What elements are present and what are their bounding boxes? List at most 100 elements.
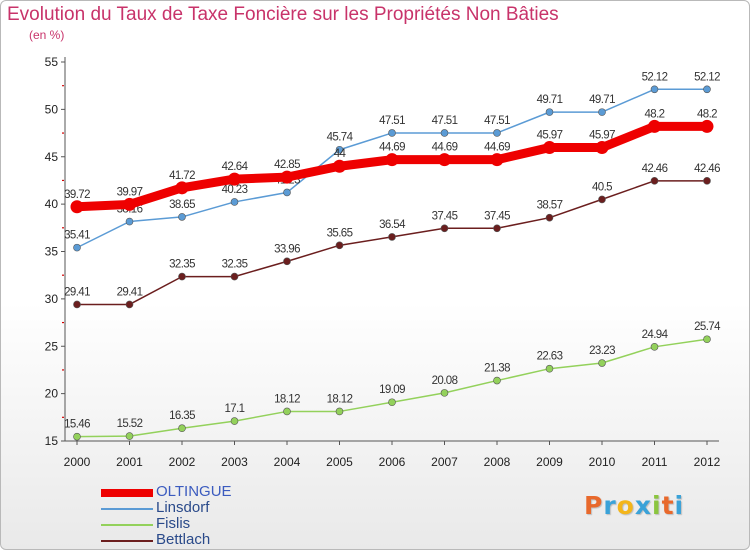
x-tick-label: 2003 xyxy=(221,455,248,469)
data-point xyxy=(440,389,449,397)
data-label: 44 xyxy=(334,148,347,160)
x-tick-label: 2000 xyxy=(64,455,91,469)
data-label: 19.09 xyxy=(379,384,405,396)
data-label: 45.74 xyxy=(327,132,354,144)
data-point xyxy=(598,108,606,116)
x-tick-label: 2005 xyxy=(326,455,353,469)
data-label: 29.41 xyxy=(117,286,143,298)
data-label: 47.51 xyxy=(432,115,458,127)
y-tick-label: 55 xyxy=(45,55,59,69)
data-label: 41.72 xyxy=(169,170,195,182)
data-point xyxy=(283,407,291,416)
logo-letter: i xyxy=(652,491,662,520)
data-label: 42.64 xyxy=(222,161,249,173)
logo-letter: P xyxy=(584,491,604,520)
data-point xyxy=(650,85,659,94)
legend-swatch xyxy=(101,489,153,497)
data-label: 49.71 xyxy=(537,94,563,106)
x-tick-label: 2002 xyxy=(169,455,196,469)
data-label: 42.46 xyxy=(642,163,668,175)
data-label: 22.63 xyxy=(537,351,563,363)
data-point xyxy=(388,129,396,137)
legend-label: Bettlach xyxy=(156,531,211,548)
data-label: 20.08 xyxy=(432,375,458,387)
data-point xyxy=(388,233,396,241)
logo-letter: t xyxy=(661,491,675,520)
data-point xyxy=(493,224,501,233)
data-point xyxy=(650,177,659,185)
data-point xyxy=(125,432,134,440)
x-tick-label: 2009 xyxy=(536,455,563,469)
data-point xyxy=(70,200,84,214)
y-tick-label: 50 xyxy=(45,102,59,116)
logo-letter: r xyxy=(603,491,617,520)
y-tick-label: 15 xyxy=(45,434,59,448)
data-label: 44.69 xyxy=(484,142,510,154)
data-point xyxy=(440,129,449,137)
x-tick-label: 2011 xyxy=(642,455,668,469)
data-label: 49.71 xyxy=(589,94,615,106)
data-point xyxy=(385,153,399,167)
x-tick-label: 2010 xyxy=(589,455,616,469)
data-point xyxy=(545,364,554,373)
data-point xyxy=(333,159,346,173)
data-point xyxy=(283,188,291,197)
data-label: 38.65 xyxy=(169,199,195,211)
series-oltingue: 39.72 39.97 41.72 42.64 42.85 44 44.69 44.69 44.… xyxy=(64,108,718,214)
data-point xyxy=(125,300,134,309)
data-label: 45.97 xyxy=(537,130,563,142)
data-point xyxy=(700,119,714,133)
data-point xyxy=(703,177,711,185)
data-point xyxy=(123,197,136,211)
legend-label: Linsdorf xyxy=(156,499,210,516)
data-point xyxy=(598,359,606,367)
x-tick-label: 2012 xyxy=(694,455,721,469)
data-label: 40.23 xyxy=(222,184,248,196)
data-point xyxy=(595,141,609,155)
chart-title: Evolution du Taux de Taxe Foncière sur l… xyxy=(7,4,559,25)
data-label: 37.45 xyxy=(484,210,510,222)
data-point xyxy=(545,108,554,116)
data-point xyxy=(73,300,81,309)
logo-letter: i xyxy=(674,491,685,520)
data-point xyxy=(230,272,239,281)
proxiti-logo: Proxiti xyxy=(584,491,684,520)
data-point xyxy=(175,181,189,195)
data-point xyxy=(283,257,291,266)
data-point xyxy=(178,213,186,221)
data-label: 52.12 xyxy=(694,71,720,83)
x-tick-label: 2007 xyxy=(431,455,458,469)
data-label: 15.46 xyxy=(64,419,90,431)
data-point xyxy=(335,407,344,416)
data-point xyxy=(703,335,711,344)
data-label: 47.51 xyxy=(379,115,405,127)
legend-swatch xyxy=(101,524,153,526)
data-label: 35.65 xyxy=(327,227,353,239)
data-label: 37.45 xyxy=(432,210,458,222)
data-label: 32.35 xyxy=(222,259,248,271)
data-point xyxy=(598,195,606,204)
line-chart: 15 20 25 30 35 40 45 50 55 2000 2001 2002 2003 2004 20… xyxy=(45,55,722,469)
legend-label: OLTINGUE xyxy=(156,483,232,500)
data-label: 39.97 xyxy=(117,186,143,198)
series-fislis: 15.46 15.52 16.35 17.1 18.12 18.12 19.09 20.08 2… xyxy=(64,321,722,441)
data-label: 18.12 xyxy=(274,393,300,405)
data-label: 16.35 xyxy=(169,410,195,422)
y-tick-label: 45 xyxy=(45,150,59,164)
data-label: 15.52 xyxy=(117,418,143,430)
data-label: 52.12 xyxy=(642,71,668,83)
y-tick-label: 30 xyxy=(45,292,59,306)
data-label: 21.38 xyxy=(484,363,510,375)
data-label: 39.72 xyxy=(64,189,90,201)
data-point xyxy=(280,170,294,184)
data-point xyxy=(178,272,186,281)
data-point xyxy=(438,153,451,167)
data-point xyxy=(125,217,134,226)
data-label: 45.97 xyxy=(589,130,615,142)
logo-letter: x xyxy=(634,491,652,520)
data-point xyxy=(178,424,186,433)
data-label: 35.41 xyxy=(64,230,90,242)
y-tick-label: 25 xyxy=(45,339,59,353)
data-label: 42.85 xyxy=(274,159,300,171)
